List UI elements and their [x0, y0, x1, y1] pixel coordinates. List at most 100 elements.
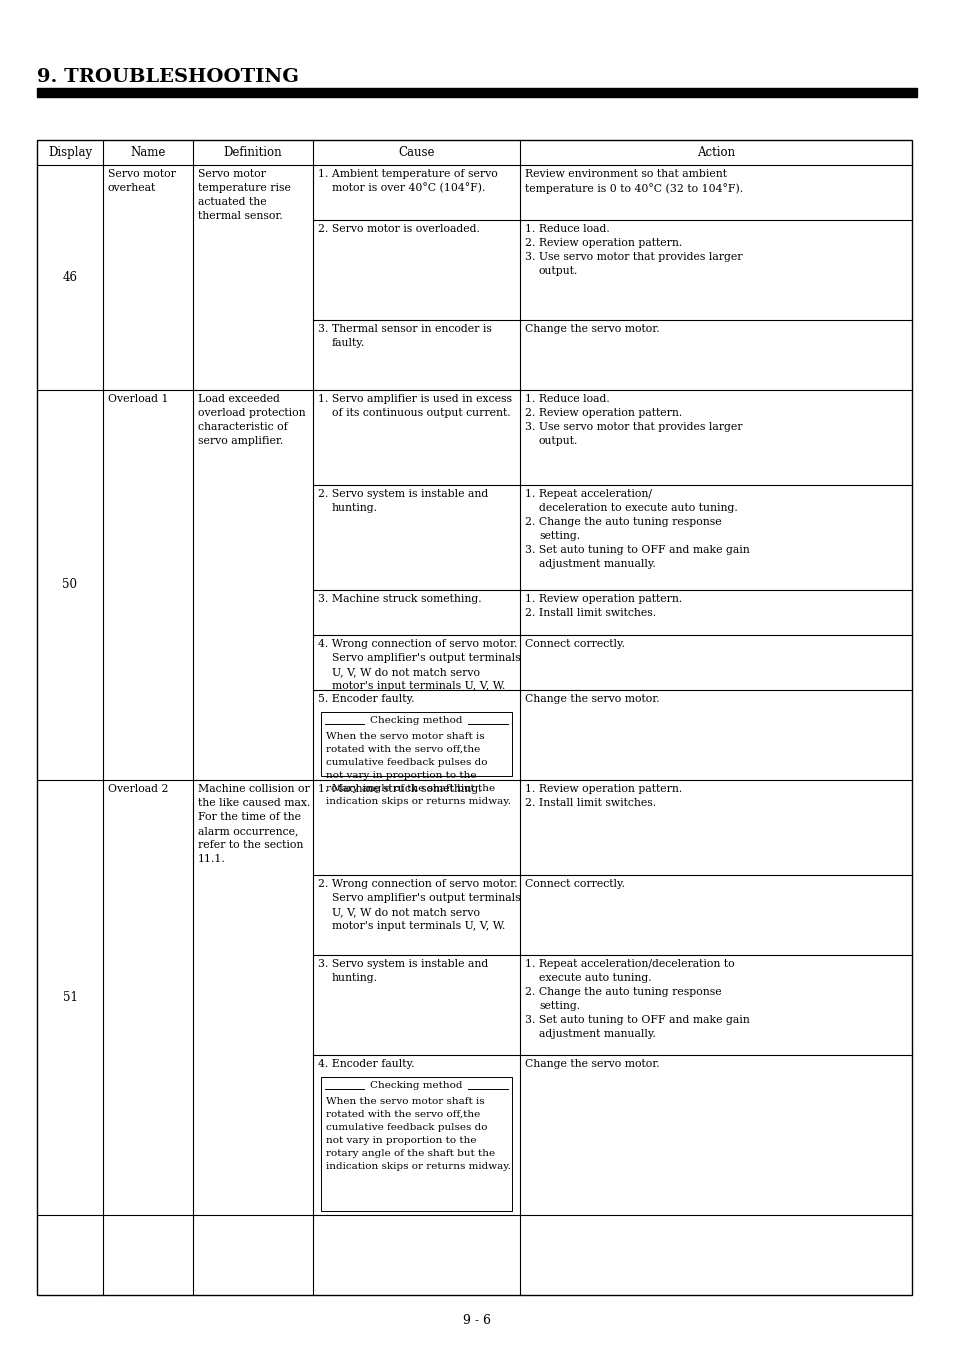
Text: 2. Servo system is instable and: 2. Servo system is instable and	[317, 489, 488, 500]
Text: 1. Review operation pattern.: 1. Review operation pattern.	[524, 784, 681, 794]
Text: Checking method: Checking method	[370, 716, 462, 725]
Text: Servo amplifier's output terminals: Servo amplifier's output terminals	[332, 892, 520, 903]
Text: Change the servo motor.: Change the servo motor.	[524, 694, 659, 703]
Text: overheat: overheat	[108, 184, 156, 193]
Text: 1. Machine struck something.: 1. Machine struck something.	[317, 784, 481, 794]
Text: Machine collision or: Machine collision or	[198, 784, 310, 794]
Text: Change the servo motor.: Change the servo motor.	[524, 1058, 659, 1069]
Text: 2. Install limit switches.: 2. Install limit switches.	[524, 608, 656, 618]
Text: 3. Servo system is instable and: 3. Servo system is instable and	[317, 958, 488, 969]
Text: adjustment manually.: adjustment manually.	[538, 1029, 655, 1040]
Text: 11.1.: 11.1.	[198, 855, 226, 864]
Text: Connect correctly.: Connect correctly.	[524, 639, 624, 649]
Text: actuated the: actuated the	[198, 197, 266, 207]
Text: 3. Machine struck something.: 3. Machine struck something.	[317, 594, 481, 603]
Text: characteristic of: characteristic of	[198, 423, 288, 432]
Text: 3. Use servo motor that provides larger: 3. Use servo motor that provides larger	[524, 423, 741, 432]
Bar	[320, 711, 512, 776]
Text: overload protection: overload protection	[198, 408, 305, 418]
Text: Checking method: Checking method	[370, 1081, 462, 1089]
Text: rotary angle of the shaft but the: rotary angle of the shaft but the	[326, 784, 495, 792]
Text: Name: Name	[131, 146, 166, 159]
Bar	[37, 140, 911, 1295]
Text: Display: Display	[48, 146, 92, 159]
Text: 50: 50	[63, 579, 77, 591]
Text: Servo amplifier's output terminals: Servo amplifier's output terminals	[332, 653, 520, 663]
Text: 9. TROUBLESHOOTING: 9. TROUBLESHOOTING	[37, 68, 298, 86]
Text: motor is over 40°C (104°F).: motor is over 40°C (104°F).	[332, 184, 485, 193]
Text: 2. Servo motor is overloaded.: 2. Servo motor is overloaded.	[317, 224, 479, 234]
Text: 1. Repeat acceleration/deceleration to: 1. Repeat acceleration/deceleration to	[524, 958, 734, 969]
Bar	[320, 1077, 512, 1211]
Text: Change the servo motor.: Change the servo motor.	[524, 324, 659, 333]
Text: Cause: Cause	[397, 146, 435, 159]
Text: adjustment manually.: adjustment manually.	[538, 559, 655, 568]
Text: Servo motor: Servo motor	[108, 169, 175, 180]
Text: Definition: Definition	[223, 146, 282, 159]
Text: For the time of the: For the time of the	[198, 811, 301, 822]
Text: temperature rise: temperature rise	[198, 184, 291, 193]
Text: 9 - 6: 9 - 6	[462, 1314, 491, 1327]
Text: Overload 1: Overload 1	[108, 394, 169, 404]
Text: thermal sensor.: thermal sensor.	[198, 211, 282, 221]
Text: 1. Repeat acceleration/: 1. Repeat acceleration/	[524, 489, 651, 500]
Text: rotated with the servo off,the: rotated with the servo off,the	[326, 745, 479, 755]
Text: servo amplifier.: servo amplifier.	[198, 436, 283, 446]
Text: deceleration to execute auto tuning.: deceleration to execute auto tuning.	[538, 504, 737, 513]
Text: cumulative feedback pulses do: cumulative feedback pulses do	[326, 757, 487, 767]
Text: Load exceeded: Load exceeded	[198, 394, 279, 404]
Text: temperature is 0 to 40°C (32 to 104°F).: temperature is 0 to 40°C (32 to 104°F).	[524, 184, 742, 194]
Text: U, V, W do not match servo: U, V, W do not match servo	[332, 667, 479, 676]
Text: 2. Review operation pattern.: 2. Review operation pattern.	[524, 408, 681, 418]
Text: Servo motor: Servo motor	[198, 169, 266, 180]
Text: 3. Set auto tuning to OFF and make gain: 3. Set auto tuning to OFF and make gain	[524, 1015, 749, 1025]
Text: 3. Thermal sensor in encoder is: 3. Thermal sensor in encoder is	[317, 324, 492, 333]
Text: Review environment so that ambient: Review environment so that ambient	[524, 169, 726, 180]
Text: rotated with the servo off,the: rotated with the servo off,the	[326, 1110, 479, 1119]
Text: Connect correctly.: Connect correctly.	[524, 879, 624, 890]
Text: 1. Review operation pattern.: 1. Review operation pattern.	[524, 594, 681, 603]
Text: 2. Change the auto tuning response: 2. Change the auto tuning response	[524, 517, 720, 526]
Text: hunting.: hunting.	[332, 504, 377, 513]
Text: 3. Use servo motor that provides larger: 3. Use servo motor that provides larger	[524, 252, 741, 262]
Text: 51: 51	[63, 991, 77, 1004]
Text: faulty.: faulty.	[332, 338, 365, 348]
Text: 2. Review operation pattern.: 2. Review operation pattern.	[524, 238, 681, 248]
Text: hunting.: hunting.	[332, 973, 377, 983]
Text: 2. Change the auto tuning response: 2. Change the auto tuning response	[524, 987, 720, 998]
Text: not vary in proportion to the: not vary in proportion to the	[326, 1135, 476, 1145]
Text: output.: output.	[538, 436, 578, 446]
Text: of its continuous output current.: of its continuous output current.	[332, 408, 510, 418]
Text: 2. Install limit switches.: 2. Install limit switches.	[524, 798, 656, 809]
Text: 1. Servo amplifier is used in excess: 1. Servo amplifier is used in excess	[317, 394, 512, 404]
Text: indication skips or returns midway.: indication skips or returns midway.	[326, 1162, 511, 1170]
Text: U, V, W do not match servo: U, V, W do not match servo	[332, 907, 479, 917]
Text: refer to the section: refer to the section	[198, 840, 303, 850]
Text: the like caused max.: the like caused max.	[198, 798, 310, 809]
Text: 2. Wrong connection of servo motor.: 2. Wrong connection of servo motor.	[317, 879, 517, 890]
Text: When the servo motor shaft is: When the servo motor shaft is	[326, 1098, 484, 1106]
Text: 1. Reduce load.: 1. Reduce load.	[524, 224, 609, 234]
Text: Overload 2: Overload 2	[108, 784, 169, 794]
Text: alarm occurrence,: alarm occurrence,	[198, 826, 298, 836]
Text: 5. Encoder faulty.: 5. Encoder faulty.	[317, 694, 414, 703]
Text: 4. Wrong connection of servo motor.: 4. Wrong connection of servo motor.	[317, 639, 517, 649]
Text: 1. Ambient temperature of servo: 1. Ambient temperature of servo	[317, 169, 497, 180]
Text: setting.: setting.	[538, 1000, 579, 1011]
Text: When the servo motor shaft is: When the servo motor shaft is	[326, 732, 484, 741]
Text: output.: output.	[538, 266, 578, 275]
Text: 1. Reduce load.: 1. Reduce load.	[524, 394, 609, 404]
Text: Action: Action	[697, 146, 735, 159]
Text: execute auto tuning.: execute auto tuning.	[538, 973, 651, 983]
Text: setting.: setting.	[538, 531, 579, 541]
Text: motor's input terminals U, V, W.: motor's input terminals U, V, W.	[332, 680, 505, 691]
Text: cumulative feedback pulses do: cumulative feedback pulses do	[326, 1123, 487, 1133]
Bar	[37, 88, 916, 97]
Text: rotary angle of the shaft but the: rotary angle of the shaft but the	[326, 1149, 495, 1158]
Text: 46: 46	[63, 271, 77, 284]
Text: not vary in proportion to the: not vary in proportion to the	[326, 771, 476, 780]
Text: indication skips or returns midway.: indication skips or returns midway.	[326, 796, 511, 806]
Text: 4. Encoder faulty.: 4. Encoder faulty.	[317, 1058, 414, 1069]
Text: 3. Set auto tuning to OFF and make gain: 3. Set auto tuning to OFF and make gain	[524, 545, 749, 555]
Text: motor's input terminals U, V, W.: motor's input terminals U, V, W.	[332, 921, 505, 931]
